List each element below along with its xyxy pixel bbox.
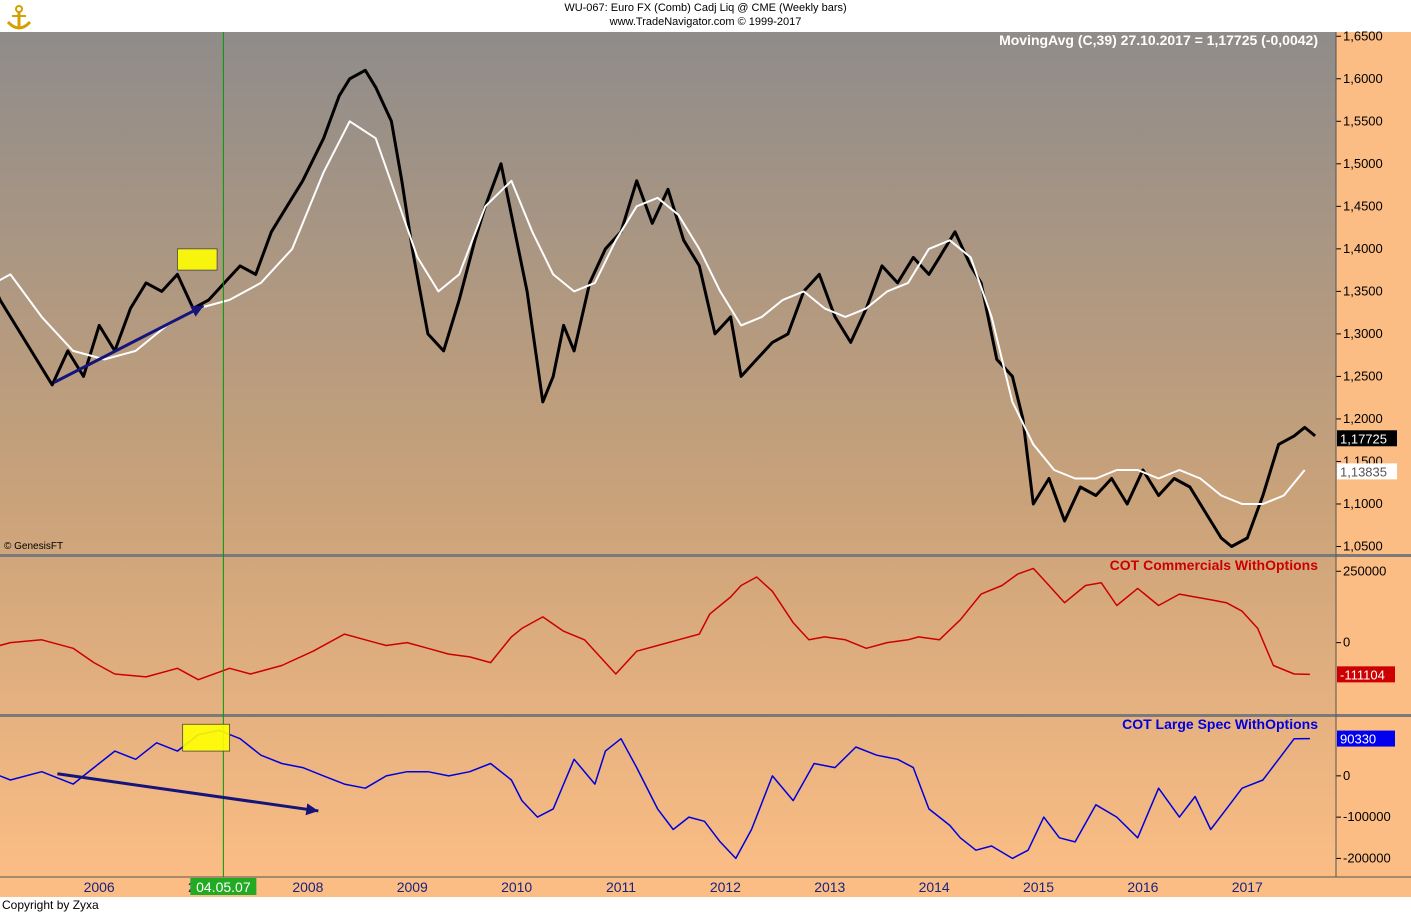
spec-panel: -200000 -100000 0 COT Large Spec WithOption… [0,716,1395,865]
spec-last-value-label: 90330 [1340,732,1376,747]
x-axis-year-label: 2008 [292,879,323,895]
anchor-logo-icon [6,5,32,30]
ma-last-value-label: 1,13835 [1340,464,1387,479]
panel-separator [0,714,1411,717]
price-ytick-label: 1,2000 [1343,411,1383,426]
price-ytick-label: 1,3000 [1343,326,1383,341]
spec-trend-arrow-head [305,803,319,816]
x-axis-year-label: 2010 [501,879,532,895]
spec-highlight-box [182,723,231,752]
commercials-ytick-label: 250000 [1343,563,1386,578]
price-panel: 1,05001,10001,15001,20001,25001,30001,35… [0,28,1397,553]
price-series-0-line [0,68,1317,548]
price-ytick-label: 1,6000 [1343,71,1383,86]
price-series-1-line [0,120,1306,505]
x-axis-year-label: 2009 [397,879,428,895]
price-ytick-label: 1,1000 [1343,496,1383,511]
price-panel-title: MovingAvg (C,39) 27.10.2017 = 1,17725 (-… [999,32,1318,48]
price-ytick-label: 1,2500 [1343,368,1383,383]
x-axis-background [0,877,1411,897]
price-ytick-label: 1,6500 [1343,28,1383,43]
genesis-watermark: © GenesisFT [4,541,64,552]
spec-trend-arrow [57,772,319,813]
ma-last-value-box [1337,463,1397,480]
price-highlight-box [177,248,218,271]
price-ytick-label: 1,3500 [1343,283,1383,298]
price-trend-arrow [53,304,205,384]
commercials-last-value-box [1337,666,1395,683]
spec-ytick-label: -100000 [1343,809,1391,824]
commercials-ytick-label: 0 [1343,635,1350,650]
price-last-value-label: 1,17725 [1340,431,1387,446]
commercials-last-value-label: -111104 [1340,667,1385,682]
chart-header-line1: WU-067: Euro FX (Comb) Cadj Liq @ CME (W… [564,2,847,14]
x-axis-year-label: 2017 [1232,879,1263,895]
commercials-series-0-line [0,567,1310,681]
price-ytick-label: 1,4000 [1343,241,1383,256]
price-ytick-label: 1,5000 [1343,156,1383,171]
spec-ytick-label: -200000 [1343,850,1391,865]
price-ytick-label: 1,4500 [1343,198,1383,213]
x-axis-year-label: 2015 [1023,879,1054,895]
price-ytick-label: 1,0500 [1343,538,1383,553]
spec-last-value-box [1337,730,1395,747]
price-trend-arrow-head [190,305,204,317]
commercials-panel: 0 250000 COT Commercials WithOptions -11110… [0,557,1395,683]
x-axis-year-label: 2006 [84,879,115,895]
spec-panel-title: COT Large Spec WithOptions [1122,716,1318,732]
chart-header-line2: www.TradeNavigator.com © 1999-2017 [609,16,802,28]
price-ytick-label: 1,5500 [1343,113,1383,128]
x-axis-year-label: 2016 [1127,879,1158,895]
x-axis-year-label: 2012 [710,879,741,895]
spec-ytick-label: 0 [1343,768,1350,783]
price-last-value-box [1337,430,1397,447]
copyright-text: Copyright by Zyxa [2,898,99,912]
x-axis-year-label: 2014 [919,879,950,895]
x-axis-year-label: 2011 [606,879,636,895]
date-marker-box [190,878,257,895]
panel-separator [0,554,1411,557]
x-axis-year-label: 2013 [814,879,845,895]
commercials-panel-title: COT Commercials WithOptions [1110,557,1319,573]
spec-series-0-line [0,729,1310,860]
date-marker-label: 04.05.07 [196,879,251,895]
